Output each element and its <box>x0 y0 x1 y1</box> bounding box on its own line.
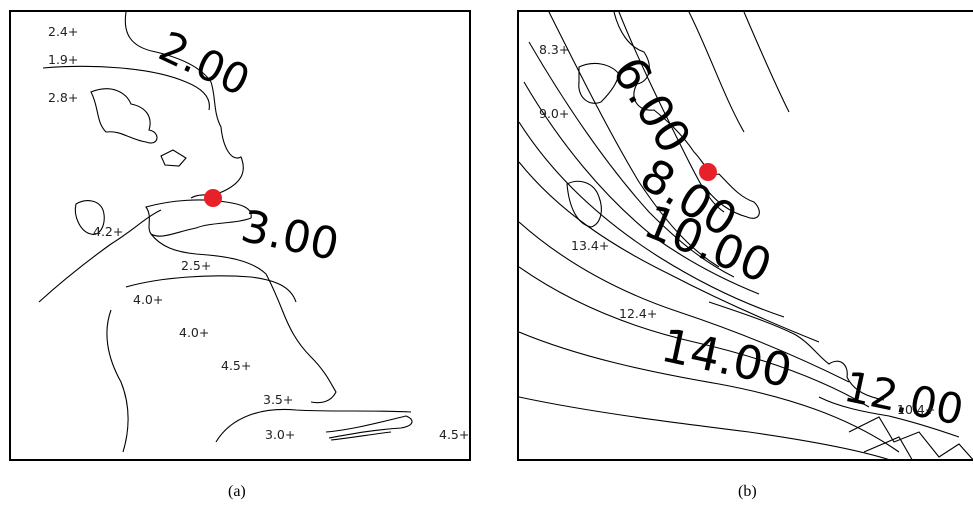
map-canvas-b: 6.00 8.00 10.00 14.00 12.00 8.3+ 9.0+ 13… <box>519 12 973 459</box>
contour-label: 12.00 <box>840 362 968 435</box>
contour-line <box>106 309 129 453</box>
sounding: 10.4+ <box>897 402 935 417</box>
map-canvas-a: 2.00 3.00 2.4+ 1.9+ 2.8+ 4.2+ 2.5+ 4.0+ … <box>38 12 469 453</box>
location-marker <box>204 189 222 207</box>
contour-line <box>519 266 870 408</box>
contour-line <box>215 408 412 443</box>
contour-line <box>125 275 297 303</box>
island-outline <box>160 149 187 167</box>
contour-line <box>519 161 820 343</box>
sounding: 2.4+ <box>48 24 78 39</box>
shoreline <box>863 436 913 459</box>
location-marker <box>699 163 717 181</box>
contour-line <box>548 12 720 268</box>
island-outline <box>90 88 158 144</box>
contour-label: 3.00 <box>237 201 343 271</box>
sounding: 2.8+ <box>48 90 78 105</box>
sounding: 2.5+ <box>181 258 211 273</box>
contour-line <box>743 12 790 113</box>
caption-b: (b) <box>738 483 757 500</box>
sounding: 9.0+ <box>539 106 569 121</box>
map-panel-b: 6.00 8.00 10.00 14.00 12.00 8.3+ 9.0+ 13… <box>517 10 973 461</box>
contour-line <box>523 81 760 295</box>
shoreline <box>330 431 392 441</box>
shoreline <box>578 62 620 104</box>
sounding: 1.9+ <box>48 52 78 67</box>
shoreline <box>848 416 973 459</box>
shoreline <box>818 396 960 438</box>
contour-line <box>688 12 745 133</box>
contour-line <box>618 12 725 213</box>
sounding: 3.0+ <box>265 427 295 442</box>
contour-line <box>519 396 889 459</box>
contour-line <box>42 65 210 111</box>
sounding: 4.0+ <box>133 292 163 307</box>
caption-a: (a) <box>228 483 246 500</box>
shoreline <box>150 233 337 404</box>
contour-line <box>519 121 785 318</box>
sounding: 13.4+ <box>571 238 609 253</box>
island-outline <box>74 200 105 235</box>
contour-label: 6.00 <box>602 47 702 162</box>
shoreline <box>145 199 252 237</box>
contour-line <box>519 221 850 383</box>
sounding: 4.2+ <box>93 224 123 239</box>
sounding: 4.5+ <box>439 427 469 442</box>
sounding: 4.0+ <box>179 325 209 340</box>
map-panel-a: 2.00 3.00 2.4+ 1.9+ 2.8+ 4.2+ 2.5+ 4.0+ … <box>9 10 471 461</box>
contour-label: 14.00 <box>657 318 797 398</box>
contour-line <box>528 41 735 278</box>
sounding: 12.4+ <box>619 306 657 321</box>
contour-line <box>519 331 900 453</box>
contour-line <box>38 209 162 303</box>
shoreline <box>325 415 413 439</box>
shoreline <box>708 301 885 401</box>
sounding: 3.5+ <box>263 392 293 407</box>
shoreline <box>613 12 760 219</box>
sounding: 8.3+ <box>539 42 569 57</box>
shoreline <box>124 12 244 199</box>
island-outline <box>566 180 602 228</box>
sounding: 4.5+ <box>221 358 251 373</box>
